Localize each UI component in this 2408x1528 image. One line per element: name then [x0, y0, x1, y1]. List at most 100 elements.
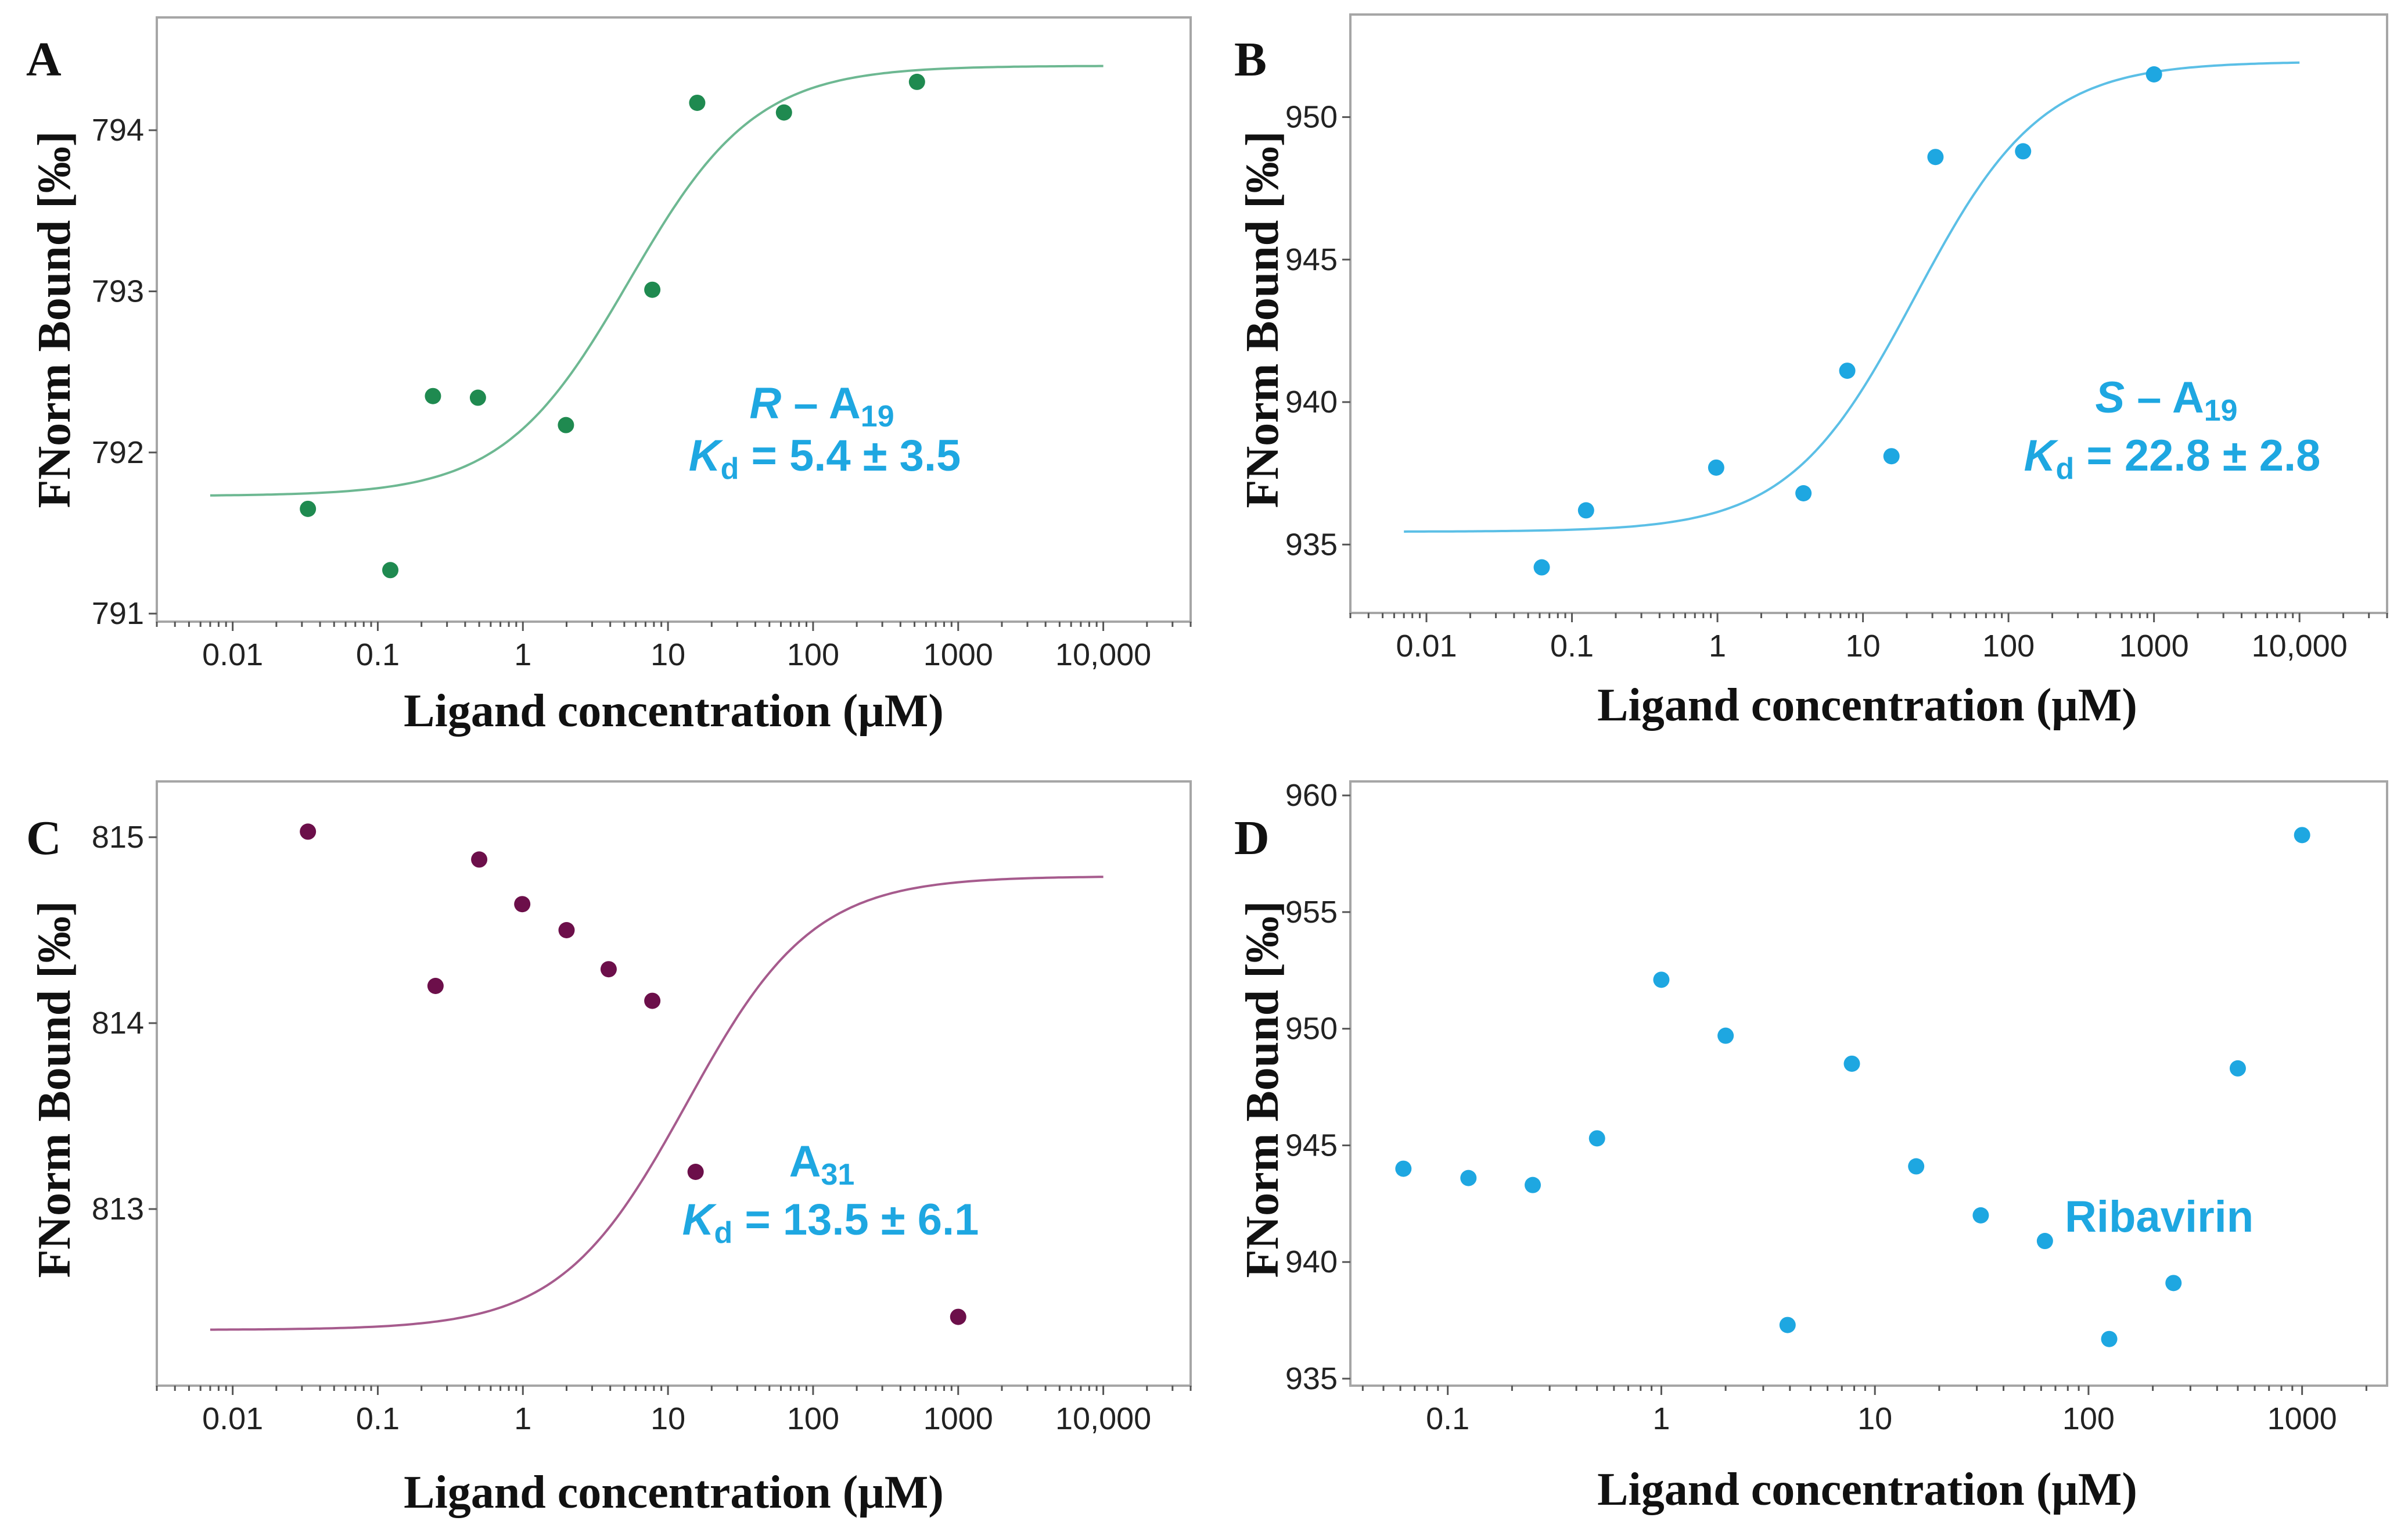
data-point — [1653, 971, 1670, 988]
panel-letter-b: B — [1234, 33, 1267, 87]
data-point — [1588, 1130, 1605, 1147]
data-point — [644, 281, 661, 298]
data-point — [469, 389, 486, 406]
x-tick-label: 0.01 — [1396, 629, 1457, 663]
data-point — [1395, 1160, 1412, 1177]
x-tick-label: 0.1 — [356, 1401, 400, 1436]
x-tick-label: 0.01 — [202, 1401, 263, 1436]
panel-d: D FNorm Bound [‰] Ligand concentration (… — [1234, 778, 2388, 1515]
data-point — [471, 851, 488, 868]
y-axis-label-a: FNorm Bound [‰] — [29, 131, 80, 508]
x-tick-label: 0.1 — [1550, 629, 1594, 663]
data-point — [775, 104, 792, 121]
data-point — [1908, 1158, 1925, 1175]
y-axis-label-c: FNorm Bound [‰] — [29, 901, 80, 1278]
data-point — [2145, 66, 2162, 83]
x-tick-label: 10 — [650, 1401, 685, 1436]
data-point — [1708, 459, 1724, 476]
data-point — [600, 961, 617, 978]
x-tick-label: 10,000 — [1055, 1401, 1151, 1436]
xticks-b: 0.01 0.1 1 10 100 1000 10,000 — [1349, 613, 2388, 663]
data-point — [2101, 1330, 2118, 1347]
y-tick-label: 794 — [92, 113, 144, 148]
y-axis-label-b: FNorm Bound [‰] — [1237, 131, 1288, 508]
data-point — [687, 1164, 704, 1180]
fit-curve-c — [210, 876, 1104, 1331]
x-tick-label: 1 — [514, 1401, 531, 1436]
plot-frame-b — [1349, 13, 2388, 614]
x-tick-label: 100 — [2062, 1401, 2115, 1436]
x-tick-label: 1000 — [923, 1401, 993, 1436]
y-tick-label: 792 — [92, 435, 144, 470]
x-tick-label: 10,000 — [2252, 629, 2348, 663]
data-point — [1577, 502, 1594, 519]
data-point — [1525, 1177, 1541, 1193]
data-point — [689, 94, 706, 111]
annotation-line2-a: Kd = 5.4 ± 3.5 — [689, 431, 961, 486]
data-point — [382, 562, 399, 579]
yticks-a: 791 792 793 794 — [92, 113, 157, 631]
annotation-line2-c: Kd = 13.5 ± 6.1 — [682, 1195, 979, 1250]
y-tick-label: 813 — [92, 1192, 144, 1226]
data-point — [1795, 485, 1812, 501]
data-point — [2294, 827, 2310, 844]
data-point — [2165, 1275, 2182, 1292]
x-tick-label: 0.01 — [202, 637, 263, 672]
y-tick-label: 940 — [1285, 1244, 1338, 1279]
x-axis-label-d: Ligand concentration (μM) — [1597, 1464, 2137, 1515]
data-point — [950, 1308, 966, 1325]
x-tick-label: 10 — [1846, 629, 1881, 663]
y-tick-label: 950 — [1285, 1012, 1338, 1046]
x-tick-label: 1 — [514, 637, 531, 672]
x-axis-label-c: Ligand concentration (μM) — [404, 1467, 944, 1518]
y-tick-label: 940 — [1285, 385, 1338, 419]
xticks-a: 0.01 0.1 1 10 100 1000 10,000 — [156, 622, 1192, 672]
data-point — [558, 922, 575, 938]
x-tick-label: 0.1 — [1426, 1401, 1469, 1436]
annotation-line1-b: S – A19 — [2095, 373, 2237, 428]
data-point — [425, 388, 441, 404]
x-tick-label: 1000 — [2119, 629, 2189, 663]
data-point — [1883, 448, 1900, 465]
yticks-d: 935 940 945 950 955 960 — [1285, 778, 1350, 1396]
panel-b: B FNorm Bound [‰] Ligand concentration (… — [1234, 13, 2388, 731]
x-tick-label: 1000 — [2267, 1401, 2337, 1436]
data-point — [644, 992, 661, 1009]
y-tick-label: 955 — [1285, 895, 1338, 930]
x-tick-label: 10 — [1857, 1401, 1892, 1436]
data-point — [1533, 559, 1550, 576]
data-point — [558, 417, 574, 433]
fit-curve-a — [210, 64, 1104, 497]
y-tick-label: 960 — [1285, 778, 1338, 813]
panel-letter-a: A — [26, 33, 62, 87]
y-tick-label: 945 — [1285, 242, 1338, 277]
data-point — [1972, 1207, 1989, 1224]
y-tick-label: 793 — [92, 274, 144, 309]
data-point — [908, 73, 925, 90]
x-tick-label: 1 — [1652, 1401, 1670, 1436]
xticks-d: 0.1 1 10 100 1000 — [1361, 1386, 2367, 1436]
y-tick-label: 950 — [1285, 100, 1338, 135]
xticks-c: 0.01 0.1 1 10 100 1000 10,000 — [156, 1386, 1192, 1436]
points-a — [300, 73, 925, 579]
points-d — [1395, 827, 2310, 1347]
annotation-line1-a: R – A19 — [749, 379, 894, 433]
x-tick-label: 100 — [1982, 629, 2035, 663]
data-point — [300, 823, 317, 840]
yticks-c: 813 814 815 — [92, 820, 157, 1226]
panel-c: C FNorm Bound [‰] Ligand concentration (… — [26, 780, 1192, 1518]
y-tick-label: 935 — [1285, 527, 1338, 562]
points-b — [1533, 66, 2162, 576]
data-point — [1843, 1055, 1860, 1072]
data-point — [1839, 363, 1856, 379]
data-point — [2229, 1060, 2246, 1077]
panel-letter-c: C — [26, 811, 62, 865]
plot-frame-c — [156, 780, 1192, 1387]
data-point — [2015, 143, 2032, 160]
x-axis-label-a: Ligand concentration (μM) — [404, 686, 944, 737]
y-tick-label: 815 — [92, 820, 144, 855]
data-point — [2036, 1233, 2053, 1250]
y-tick-label: 945 — [1285, 1128, 1338, 1163]
points-c — [300, 823, 966, 1325]
